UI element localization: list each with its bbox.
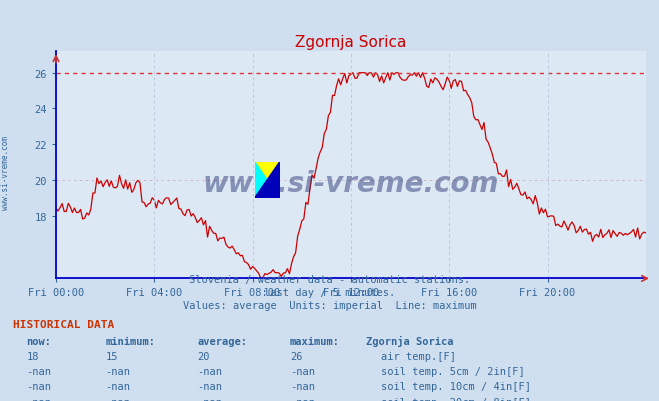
Text: 18: 18 bbox=[26, 351, 39, 361]
Text: -nan: -nan bbox=[290, 381, 315, 391]
Text: www.si-vreme.com: www.si-vreme.com bbox=[203, 170, 499, 198]
Text: soil temp. 10cm / 4in[F]: soil temp. 10cm / 4in[F] bbox=[381, 381, 531, 391]
Text: 15: 15 bbox=[105, 351, 118, 361]
Text: -nan: -nan bbox=[198, 381, 223, 391]
Text: last day / 5 minutes.: last day / 5 minutes. bbox=[264, 288, 395, 298]
Text: -nan: -nan bbox=[26, 366, 51, 376]
Text: maximum:: maximum: bbox=[290, 336, 340, 346]
Text: Zgornja Sorica: Zgornja Sorica bbox=[366, 335, 453, 346]
Text: soil temp. 5cm / 2in[F]: soil temp. 5cm / 2in[F] bbox=[381, 366, 525, 376]
Polygon shape bbox=[254, 162, 279, 198]
Text: -nan: -nan bbox=[26, 397, 51, 401]
Text: air temp.[F]: air temp.[F] bbox=[381, 351, 456, 361]
Text: Values: average  Units: imperial  Line: maximum: Values: average Units: imperial Line: ma… bbox=[183, 300, 476, 310]
Text: -nan: -nan bbox=[105, 381, 130, 391]
Text: www.si-vreme.com: www.si-vreme.com bbox=[1, 136, 10, 209]
Text: -nan: -nan bbox=[105, 397, 130, 401]
Polygon shape bbox=[254, 162, 279, 198]
Text: -nan: -nan bbox=[290, 366, 315, 376]
Text: Slovenia / weather data - automatic stations.: Slovenia / weather data - automatic stat… bbox=[189, 275, 470, 285]
Text: -nan: -nan bbox=[198, 366, 223, 376]
Text: -nan: -nan bbox=[105, 366, 130, 376]
Polygon shape bbox=[254, 162, 279, 198]
Text: soil temp. 20cm / 8in[F]: soil temp. 20cm / 8in[F] bbox=[381, 397, 531, 401]
Text: -nan: -nan bbox=[26, 381, 51, 391]
Text: -nan: -nan bbox=[290, 397, 315, 401]
Text: average:: average: bbox=[198, 336, 248, 346]
Text: 20: 20 bbox=[198, 351, 210, 361]
Text: minimum:: minimum: bbox=[105, 336, 156, 346]
Text: HISTORICAL DATA: HISTORICAL DATA bbox=[13, 319, 115, 329]
Text: -nan: -nan bbox=[198, 397, 223, 401]
Text: 26: 26 bbox=[290, 351, 302, 361]
Text: now:: now: bbox=[26, 336, 51, 346]
Title: Zgornja Sorica: Zgornja Sorica bbox=[295, 34, 407, 50]
